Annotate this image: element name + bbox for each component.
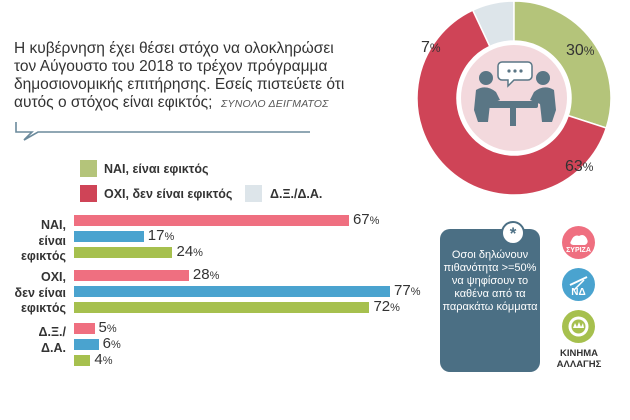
subtitle: ΣΥΝΟΛΟ ΔΕΙΓΜΑΤΟΣ — [221, 98, 329, 110]
bar — [74, 231, 144, 242]
donut-chart — [416, 0, 612, 196]
category-label-yes: ΝΑΙ, είναι εφικτός — [20, 218, 66, 263]
bar — [74, 323, 95, 334]
pie-label-dk: 7% — [421, 39, 441, 56]
bar-value-label: 5% — [98, 319, 117, 336]
bar-value-label: 77% — [394, 282, 421, 299]
donut-slice — [513, 0, 612, 129]
bar-value-label: 72% — [373, 298, 400, 315]
bar — [74, 286, 390, 297]
syriza-logo-icon: ΣΥΡΙΖΑ — [562, 226, 595, 259]
bar-value-label: 17% — [147, 227, 175, 244]
nd-logo-icon: ΝΔ — [562, 268, 595, 301]
note-box: Οσοι δηλώνουν πιθανότητα >=50% να ψηφίσο… — [440, 229, 540, 372]
legend-label-no: ΟΧΙ, δεν είναι εφικτός — [104, 187, 233, 201]
category-label-dk: Δ.Ξ./Δ.Α. — [38, 325, 66, 355]
bar-value-label: 6% — [102, 335, 121, 352]
legend-swatch-no — [80, 185, 97, 202]
note-text: Οσοι δηλώνουν πιθανότητα >=50% να ψηφίσο… — [442, 249, 538, 313]
bar-value-label: 24% — [176, 243, 203, 260]
bar-value-label: 67% — [352, 211, 380, 228]
legend-swatch-yes — [80, 160, 97, 177]
legend-label-dk: Δ.Ξ./Δ.Α. — [270, 187, 323, 201]
kinal-logo-icon — [562, 310, 595, 343]
bar — [74, 247, 173, 258]
bar — [74, 215, 349, 226]
bar-value-label: 28% — [192, 266, 220, 283]
pie-label-yes: 30% — [566, 42, 595, 59]
asterisk-icon: * — [501, 221, 525, 245]
kinal-name: ΚΙΝΗΜΑ ΑΛΛΑΓΗΣ — [556, 348, 602, 370]
bar — [74, 339, 99, 350]
bar — [74, 355, 91, 366]
legend-swatch-dk — [245, 185, 262, 202]
pie-label-no: 63% — [565, 158, 594, 175]
speech-pointer-icon — [15, 122, 310, 141]
legend-label-yes: ΝΑΙ, είναι εφικτός — [104, 162, 209, 176]
meeting-illustration-icon — [474, 61, 556, 126]
bar — [74, 302, 370, 313]
bar — [74, 270, 189, 281]
question-text: Η κυβέρνηση έχει θέσει στόχο να ολοκληρώ… — [14, 40, 345, 111]
bar-value-label: 4% — [94, 351, 113, 368]
donut-slice — [416, 9, 608, 196]
category-label-no: ΟΧΙ, δεν είναι εφικτός — [14, 270, 66, 315]
